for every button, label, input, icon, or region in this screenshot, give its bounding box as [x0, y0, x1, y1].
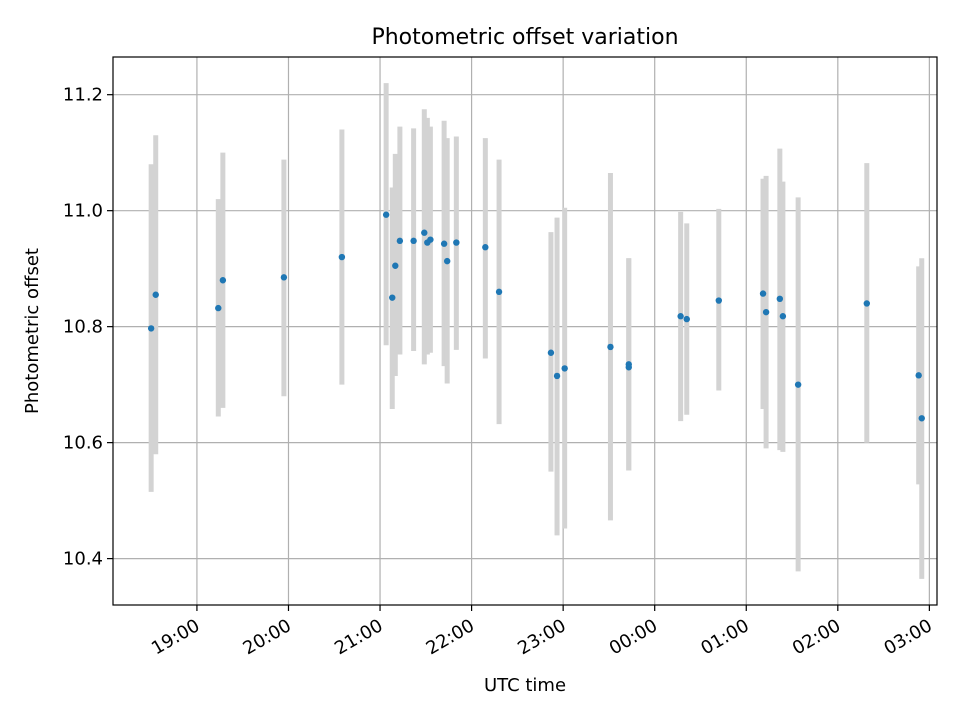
- x-tick-label: 23:00: [514, 615, 569, 659]
- data-point: [440, 240, 448, 247]
- x-tick-label: 19:00: [148, 615, 203, 659]
- data-point: [382, 211, 390, 218]
- data-point: [482, 244, 489, 251]
- data-point: [547, 349, 555, 356]
- data-point: [863, 300, 871, 307]
- x-tick-label: 03:00: [880, 615, 935, 659]
- x-tick-label: 20:00: [240, 615, 295, 659]
- y-tick-label: 11.0: [63, 201, 103, 222]
- chart-title: Photometric offset variation: [371, 25, 678, 50]
- errorbars: [148, 83, 925, 579]
- data-point: [443, 257, 451, 265]
- data-point: [396, 237, 404, 245]
- data-point: [625, 364, 632, 371]
- data-point: [392, 262, 399, 269]
- y-tick-label: 10.8: [63, 317, 103, 338]
- data-point: [607, 343, 614, 351]
- y-tick-label: 10.4: [63, 549, 103, 570]
- data-point: [794, 381, 802, 388]
- data-point: [338, 253, 346, 261]
- data-point: [918, 415, 925, 422]
- data-point: [561, 365, 568, 372]
- y-axis-label: Photometric offset: [22, 248, 43, 414]
- data-points: [147, 211, 925, 422]
- data-point: [421, 229, 428, 236]
- x-tick-label: 01:00: [697, 615, 752, 659]
- data-point: [389, 294, 396, 301]
- data-point: [453, 239, 460, 246]
- data-point: [762, 308, 770, 316]
- y-tick-label: 11.2: [63, 85, 103, 106]
- x-axis-label: UTC time: [484, 675, 566, 696]
- data-point: [410, 237, 417, 245]
- data-point: [553, 372, 561, 380]
- data-point: [759, 290, 767, 297]
- y-tick-label: 10.6: [63, 433, 103, 454]
- data-point: [147, 325, 155, 332]
- data-point: [915, 372, 922, 379]
- x-tick-label: 21:00: [331, 615, 386, 659]
- x-tick-label: 02:00: [789, 615, 844, 659]
- data-point: [152, 291, 159, 298]
- x-tick-label: 22:00: [423, 615, 478, 659]
- data-point: [683, 315, 690, 323]
- grid: [113, 57, 937, 605]
- data-point: [779, 313, 787, 320]
- data-point: [215, 304, 222, 312]
- data-point: [715, 297, 722, 304]
- data-point: [219, 277, 227, 284]
- data-point: [495, 288, 503, 296]
- data-point: [677, 313, 684, 320]
- x-tick-label: 00:00: [606, 615, 661, 659]
- data-point: [776, 295, 784, 303]
- data-point: [280, 274, 288, 281]
- data-point: [427, 236, 434, 243]
- plot-frame: [112, 56, 938, 606]
